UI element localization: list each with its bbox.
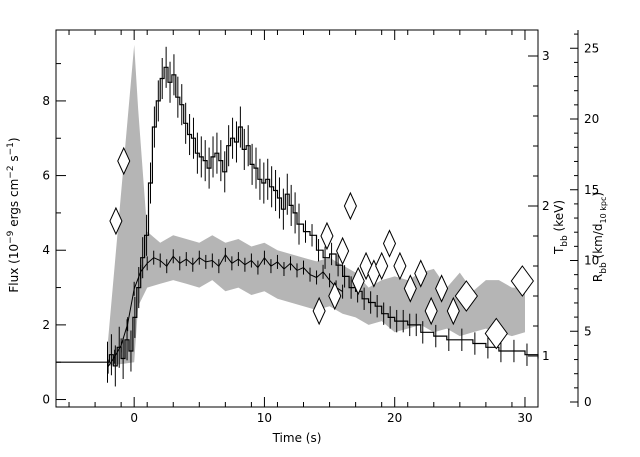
left-tick-label: 0 xyxy=(42,393,50,407)
tbb-series-layer xyxy=(109,146,534,350)
tbb-point xyxy=(484,317,508,350)
tbb-point xyxy=(424,296,438,326)
tbb-axis-label: Tbb (keV) xyxy=(552,200,570,255)
tbb-point xyxy=(351,266,365,296)
tbb-point xyxy=(312,296,326,326)
tbb-point xyxy=(414,259,428,288)
left-y-axis-label: Flux (10−9 ergs cm−2 s−1) xyxy=(6,137,21,292)
tbb-tick-label: 2 xyxy=(542,199,550,213)
x-tick-label: 0 xyxy=(130,411,138,425)
plot-frame xyxy=(55,29,539,408)
tbb-tick-label: 1 xyxy=(542,349,550,363)
x-tick-label: 20 xyxy=(387,411,402,425)
tbb-point xyxy=(403,274,417,303)
x-axis-label: Time (s) xyxy=(272,431,322,445)
tbb-point xyxy=(343,191,357,221)
tbb-point xyxy=(336,236,350,266)
flux-series-layer xyxy=(56,46,539,387)
tbb-point xyxy=(382,229,397,258)
x-tick-label: 30 xyxy=(517,411,532,425)
tbb-point xyxy=(454,280,478,312)
rbb-tick-label: 5 xyxy=(584,324,592,338)
tbb-point xyxy=(117,146,131,176)
rbb-axis-label: Rbb (km/d10 kpc) xyxy=(591,192,609,282)
left-tick-label: 8 xyxy=(42,94,50,108)
tbb-point xyxy=(109,206,123,236)
tbb-point xyxy=(375,251,389,281)
tbb-tick-label: 3 xyxy=(542,49,550,63)
x-tick-label: 10 xyxy=(257,411,272,425)
rbb-tick-label: 10 xyxy=(584,254,599,268)
rbb-tick-label: 20 xyxy=(584,112,599,126)
rbb-tick-label: 25 xyxy=(584,41,599,55)
tbb-point xyxy=(510,265,534,297)
tbb-point xyxy=(393,251,407,281)
tbb-point xyxy=(320,221,334,251)
left-tick-label: 6 xyxy=(42,169,50,183)
tbb-point xyxy=(435,274,449,303)
tbb-point xyxy=(446,296,460,326)
left-tick-label: 4 xyxy=(42,243,50,257)
rbb-tick-label: 15 xyxy=(584,183,599,197)
rbb-series-layer xyxy=(107,247,344,374)
tbb-point xyxy=(328,281,342,311)
left-tick-label: 2 xyxy=(42,318,50,332)
rbb-tick-label: 0 xyxy=(584,395,592,409)
